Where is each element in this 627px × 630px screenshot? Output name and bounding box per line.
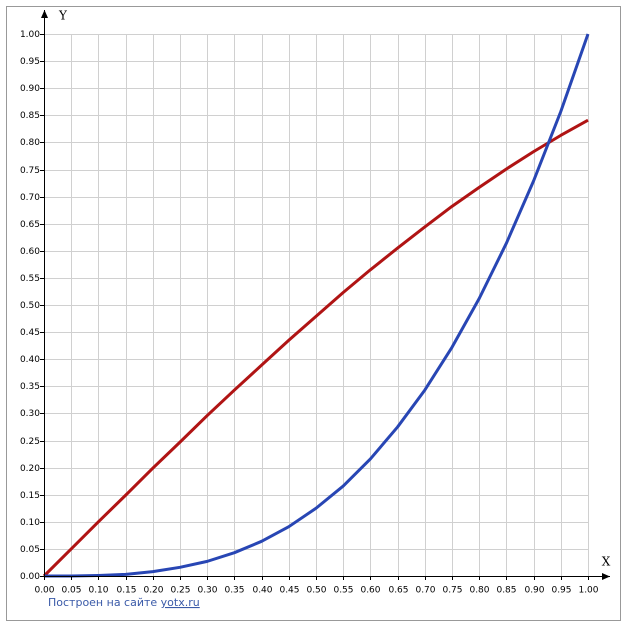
y-tick-label: 0.65 [20, 220, 40, 230]
x-tick-label: 1.00 [578, 586, 598, 596]
frame [6, 6, 621, 621]
x-tick-label: 0.45 [279, 586, 299, 596]
footer: Построен на сайте yotx.ru [48, 596, 200, 609]
x-tick-label: 0.35 [224, 586, 244, 596]
y-tick-label: 0.30 [20, 409, 40, 419]
y-tick-label: 0.95 [20, 57, 40, 67]
x-tick-label: 0.55 [333, 586, 353, 596]
x-tick-label: 0.10 [88, 586, 108, 596]
y-tick-label: 1.00 [20, 30, 40, 40]
y-tick-label: 0.35 [20, 382, 40, 392]
series-line [44, 33, 590, 578]
x-tick-label: 0.50 [306, 586, 326, 596]
y-axis-label: Y [58, 9, 68, 23]
x-tick-label: 0.95 [551, 586, 571, 596]
y-tick-label: 0.00 [20, 572, 40, 582]
x-tick-label: 0.15 [116, 586, 136, 596]
y-tick-label: 0.90 [20, 84, 40, 94]
x-tick-label: 0.05 [61, 586, 81, 596]
y-tick-label: 0.60 [20, 247, 40, 257]
x-tick-label: 0.70 [415, 586, 435, 596]
x-tick-label: 0.40 [252, 586, 272, 596]
y-tick-label: 0.25 [20, 437, 40, 447]
y-tick-label: 0.55 [20, 274, 40, 284]
y-tick-label: 0.05 [20, 545, 40, 555]
x-tick-label: 0.85 [496, 586, 516, 596]
y-tick-label: 0.45 [20, 328, 40, 338]
y-tick-label: 0.85 [20, 111, 40, 121]
y-tick-label: 0.20 [20, 464, 40, 474]
x-tick-label: 0.90 [524, 586, 544, 596]
x-arrow [602, 573, 610, 580]
x-tick-label: 0.75 [442, 586, 462, 596]
footer-link[interactable]: yotx.ru [161, 596, 200, 609]
x-tick-label: 0.20 [143, 586, 163, 596]
y-tick-label: 0.15 [20, 491, 40, 501]
x-tick-label: 0.60 [360, 586, 380, 596]
y-tick-label: 0.10 [20, 518, 40, 528]
y-arrow [41, 10, 48, 18]
y-tick-label: 0.75 [20, 166, 40, 176]
x-tick-label: 0.65 [388, 586, 408, 596]
x-tick-label: 0.00 [34, 586, 54, 596]
footer-text: Построен на сайте [48, 596, 157, 609]
series-line [42, 118, 589, 578]
lines [42, 33, 590, 578]
y-tick-label: 0.40 [20, 355, 40, 365]
y-tick-label: 0.50 [20, 301, 40, 311]
x-tick-label: 0.80 [469, 586, 489, 596]
x-tick-label: 0.25 [170, 586, 190, 596]
x-tick-label: 0.30 [197, 586, 217, 596]
x-axis-label: X [602, 555, 611, 569]
y-tick-label: 0.80 [20, 138, 40, 148]
y-tick-label: 0.70 [20, 193, 40, 203]
